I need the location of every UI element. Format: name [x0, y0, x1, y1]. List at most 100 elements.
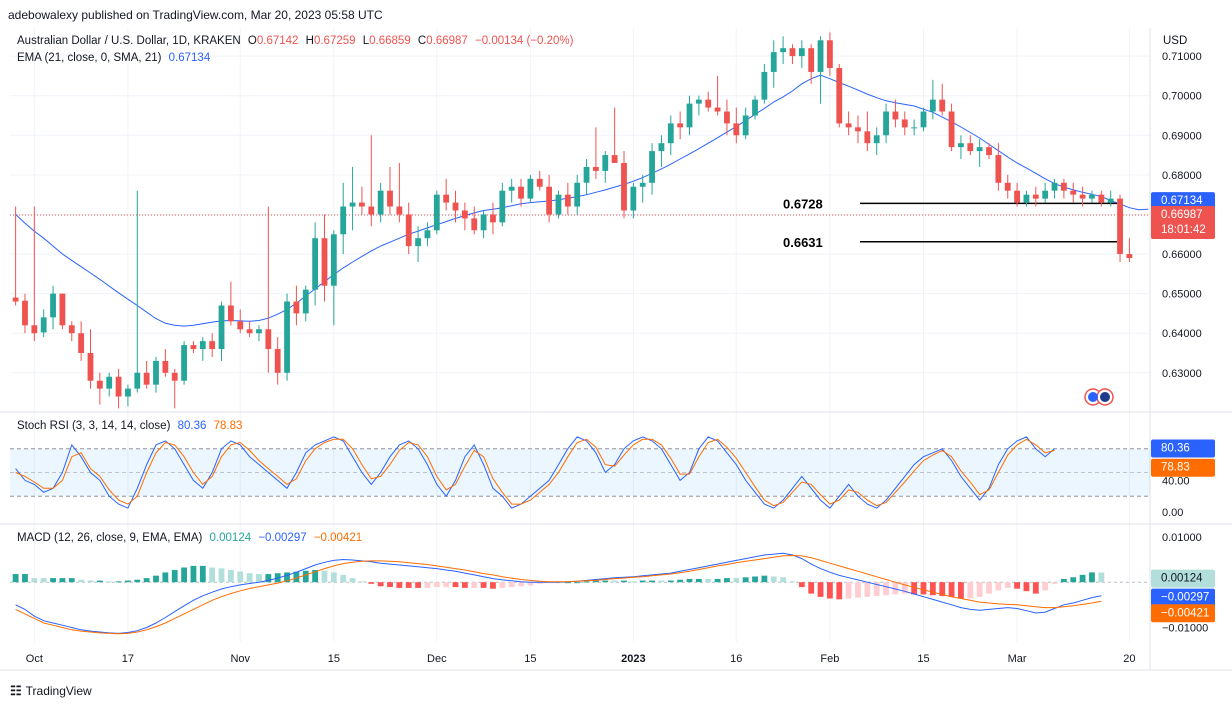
candle-body [958, 143, 964, 148]
candle-body [359, 202, 365, 207]
macd-hist-bar [939, 582, 946, 597]
grid [0, 28, 1232, 671]
candle-body [96, 380, 103, 389]
candle-body [527, 178, 534, 199]
stoch-band-fill [10, 448, 1150, 497]
stoch-rsi-lines [15, 436, 1055, 509]
candle-body [284, 301, 290, 373]
candle-body [1004, 182, 1011, 191]
candle-body [452, 202, 459, 211]
candle-body [714, 107, 721, 112]
candle-body [22, 300, 28, 326]
candle-body [134, 372, 141, 389]
macd-hist-bar [770, 576, 777, 583]
macd-hist-bar [490, 582, 496, 589]
macd-hist-bar [153, 575, 159, 583]
macd-hist-bar [1051, 582, 1058, 584]
candle-body [1042, 190, 1049, 199]
macd-hist-bar [1032, 582, 1039, 594]
candle-body [218, 305, 225, 350]
ema-title[interactable]: EMA (21, close, 0, SMA, 21) [17, 52, 162, 64]
price-badge-text: 18:01:42 [1161, 224, 1206, 236]
candle-body [443, 194, 450, 203]
candle-body [639, 182, 646, 187]
candle-body [153, 360, 159, 385]
candle-body [209, 341, 216, 350]
publish-line: adebowalexy published on TradingView.com… [8, 8, 383, 22]
macd-hist-bar [1098, 572, 1105, 583]
macd-value: −0.00297 [258, 532, 307, 544]
macd-hist-bar [377, 582, 384, 587]
price-badge-text: 0.66987 [1161, 209, 1203, 221]
candle-body [555, 194, 562, 215]
candle-body [199, 341, 206, 350]
macd-hist-bar [452, 582, 459, 588]
macd-hist-bar [948, 582, 955, 597]
candle-body [855, 127, 861, 132]
time-tick-label: Dec [427, 653, 447, 665]
candle-body [621, 162, 627, 211]
macd-hist-bar [883, 582, 889, 596]
candle-body [836, 67, 843, 124]
macd-title[interactable]: MACD (12, 26, close, 9, EMA, EMA) [17, 532, 203, 544]
price-tick-label: 0.65000 [1162, 289, 1202, 301]
candle-body [929, 99, 936, 112]
candle-body [546, 186, 553, 215]
stoch-d-line [15, 438, 1055, 507]
macd-hist-bar [433, 582, 440, 588]
macd-hist-bar [920, 582, 927, 595]
macd-hist-bar [593, 580, 599, 583]
candle-body [1117, 198, 1123, 255]
candle-body [518, 186, 524, 199]
symbol-title[interactable]: Australian Dollar / U.S. Dollar, 1D, KRA… [17, 35, 241, 47]
candle-body [415, 238, 421, 247]
candle-body [508, 186, 515, 191]
candle-body [31, 325, 38, 334]
macd-hist-bar [284, 572, 290, 583]
candle-body [911, 127, 918, 129]
macd-hist-bar [892, 582, 899, 595]
candle-body [461, 210, 468, 219]
time-tick-label: 17 [122, 653, 134, 665]
macd-hist-bar [929, 582, 936, 596]
macd-badge-bg [1151, 588, 1215, 607]
candle-body [995, 155, 1002, 183]
ema-value: 0.67134 [168, 52, 211, 64]
candle-body [368, 206, 375, 215]
candle-body [752, 99, 758, 116]
macd-hist-bar [237, 571, 244, 583]
candle-body [78, 333, 85, 353]
candle-body [490, 214, 496, 223]
ohlc-change: −0.00134 (−0.20%) [475, 35, 574, 47]
macd-hist-value: 0.00124 [209, 532, 252, 544]
candle-body [340, 206, 347, 235]
candle-body [312, 238, 319, 290]
candle-body [115, 376, 122, 397]
candle-body [986, 147, 992, 156]
candle-body [143, 372, 150, 385]
time-tick-label: 15 [328, 653, 340, 665]
ohlc-high: 0.67259 [313, 35, 356, 47]
macd-hist-bar [293, 571, 300, 583]
macd-hist-bar [1014, 582, 1020, 589]
macd-hist-bar [976, 582, 983, 597]
macd-hist-bar [798, 582, 805, 588]
time-tick-label: 20 [1123, 653, 1135, 665]
tradingview-logo[interactable]: ☷ TradingView [10, 683, 92, 699]
macd-tick-label: 0.01000 [1162, 532, 1202, 544]
candle-body [256, 329, 262, 334]
ohlc-close: 0.66987 [426, 35, 468, 47]
candle-body [171, 372, 178, 381]
price-tick-label: 0.66000 [1162, 249, 1202, 261]
candlesticks [12, 32, 1133, 409]
candle-body [808, 48, 815, 72]
macd-hist-bar [518, 582, 524, 587]
stoch-title[interactable]: Stoch RSI (3, 3, 14, 14, close) [17, 420, 171, 432]
symbol-legend: Australian Dollar / U.S. Dollar, 1D, KRA… [17, 35, 574, 47]
candle-body [724, 111, 730, 124]
macd-hist-bar [115, 581, 122, 583]
signal-badge-bg [1151, 604, 1215, 623]
macd-hist-bar [649, 580, 655, 583]
candle-body [480, 214, 487, 231]
macd-hist-bar [181, 567, 187, 583]
